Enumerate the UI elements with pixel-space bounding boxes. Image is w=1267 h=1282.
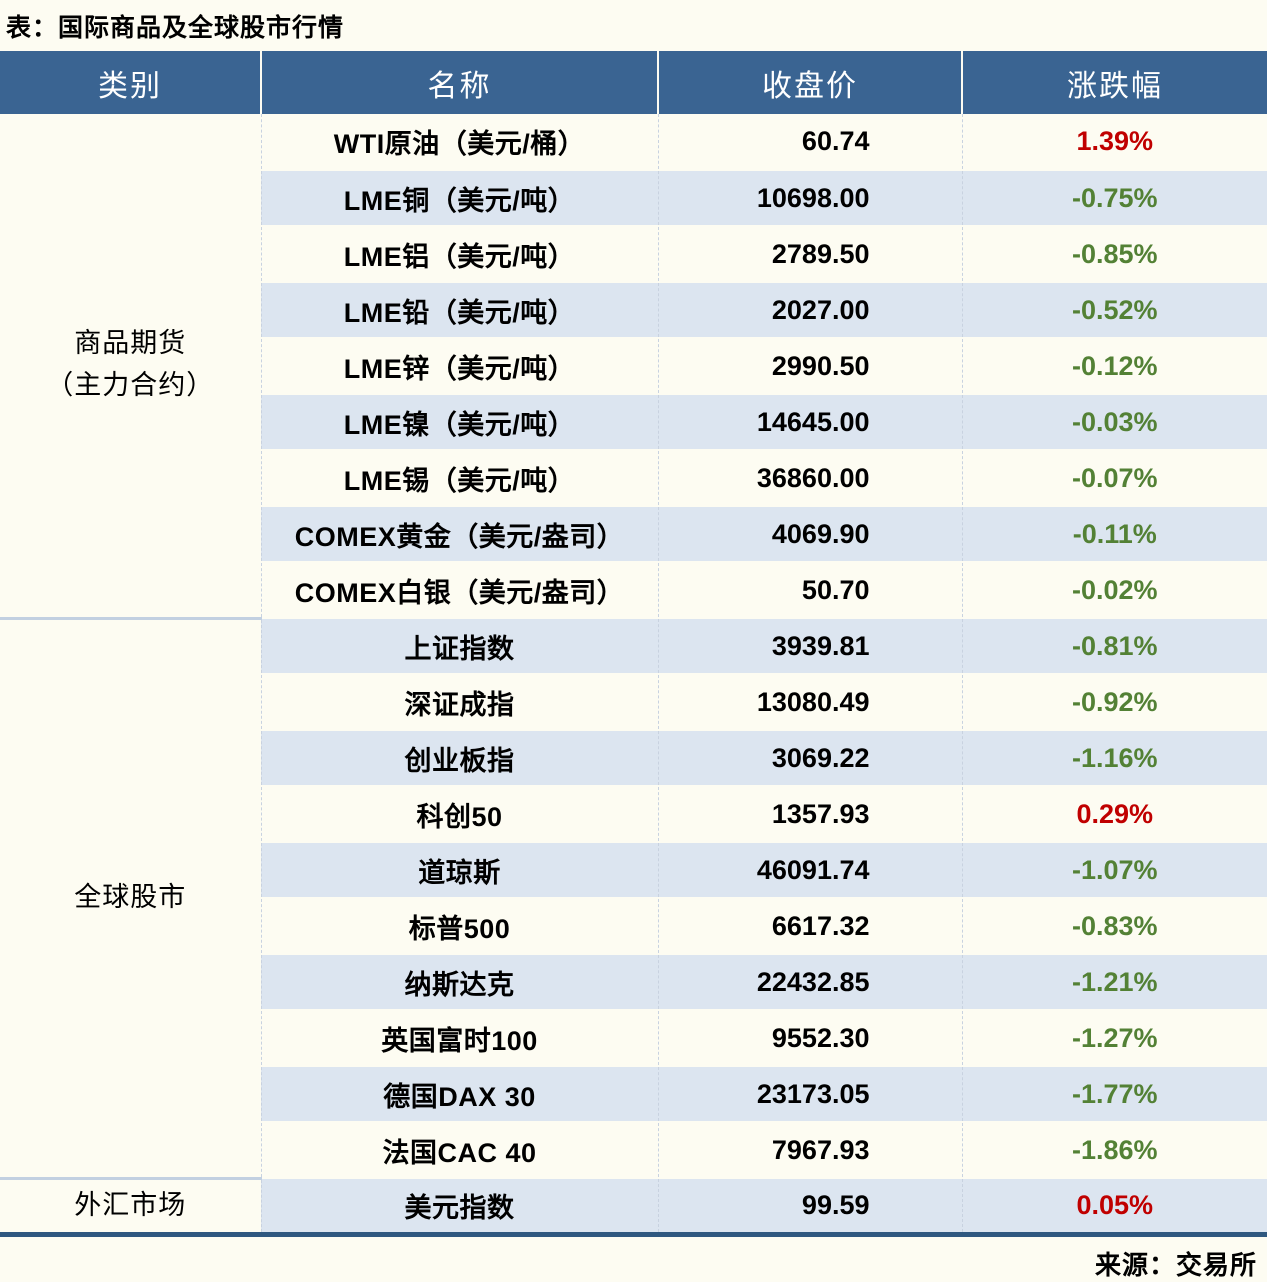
change-cell: -0.11% xyxy=(961,506,1267,563)
name-cell: 深证成指 xyxy=(260,674,658,731)
close-cell: 13080.49 xyxy=(657,674,962,731)
close-cell: 60.74 xyxy=(657,114,962,171)
table-row: 外汇市场 美元指数 99.59 0.05% xyxy=(0,1176,1267,1235)
name-cell: 道琼斯 xyxy=(260,842,658,899)
category-cell: 商品期货 （主力合约） xyxy=(0,114,261,619)
table-row: 深证成指 13080.49 -0.92% xyxy=(0,674,1267,731)
change-cell: -1.16% xyxy=(961,730,1267,787)
name-cell: 创业板指 xyxy=(260,730,658,787)
header-row: 类别 名称 收盘价 涨跌幅 xyxy=(0,51,1267,114)
table-row: 标普500 6617.32 -0.83% xyxy=(0,898,1267,955)
change-cell: -0.03% xyxy=(961,394,1267,451)
table-row: LME镍（美元/吨） 14645.00 -0.03% xyxy=(0,394,1267,451)
name-cell: LME镍（美元/吨） xyxy=(260,394,658,451)
name-cell: LME锡（美元/吨） xyxy=(260,450,658,507)
table-row: 道琼斯 46091.74 -1.07% xyxy=(0,842,1267,899)
name-cell: COMEX黄金（美元/盎司） xyxy=(260,506,658,563)
table-row: LME锌（美元/吨） 2990.50 -0.12% xyxy=(0,338,1267,395)
table-header: 类别 名称 收盘价 涨跌幅 xyxy=(0,51,1267,114)
table-row: 德国DAX 30 23173.05 -1.77% xyxy=(0,1066,1267,1123)
close-cell: 36860.00 xyxy=(657,450,962,507)
change-cell: -1.77% xyxy=(961,1066,1267,1123)
name-cell: WTI原油（美元/桶） xyxy=(260,114,658,171)
change-cell: -0.85% xyxy=(961,226,1267,283)
close-cell: 99.59 xyxy=(657,1178,962,1235)
name-cell: 标普500 xyxy=(260,898,658,955)
name-cell: LME铜（美元/吨） xyxy=(260,170,658,227)
market-table: 类别 名称 收盘价 涨跌幅 商品期货 （主力合约） WTI原油（美元/桶） 60.7… xyxy=(0,51,1267,1237)
table-row: 商品期货 （主力合约） WTI原油（美元/桶） 60.74 1.39% xyxy=(0,114,1267,619)
change-cell: -1.27% xyxy=(961,1010,1267,1067)
change-cell: -1.07% xyxy=(961,842,1267,899)
header-category: 类别 xyxy=(0,51,261,114)
table-row: LME铜（美元/吨） 10698.00 -0.75% xyxy=(0,170,1267,227)
name-cell: 美元指数 xyxy=(260,1178,658,1235)
change-cell: -1.86% xyxy=(961,1122,1267,1179)
name-cell: COMEX白银（美元/盎司） xyxy=(260,562,658,619)
name-cell: 纳斯达克 xyxy=(260,954,658,1011)
close-cell: 1357.93 xyxy=(657,786,962,843)
table-row: COMEX黄金（美元/盎司） 4069.90 -0.11% xyxy=(0,506,1267,563)
close-cell: 4069.90 xyxy=(657,506,962,563)
name-cell: LME铝（美元/吨） xyxy=(260,226,658,283)
table-body: 商品期货 （主力合约） WTI原油（美元/桶） 60.74 1.39% LME铜（美… xyxy=(0,114,1267,1235)
change-cell: -0.52% xyxy=(961,282,1267,339)
change-cell: -0.75% xyxy=(961,170,1267,227)
change-cell: -0.07% xyxy=(961,450,1267,507)
close-cell: 2990.50 xyxy=(657,338,962,395)
header-close: 收盘价 xyxy=(657,51,962,114)
close-cell: 2027.00 xyxy=(657,282,962,339)
table-row: 英国富时100 9552.30 -1.27% xyxy=(0,1010,1267,1067)
change-cell: 0.05% xyxy=(961,1178,1267,1235)
category-cell: 外汇市场 xyxy=(0,1176,261,1235)
close-cell: 9552.30 xyxy=(657,1010,962,1067)
name-cell: 法国CAC 40 xyxy=(260,1122,658,1179)
change-cell: 1.39% xyxy=(961,114,1267,171)
table-row: COMEX白银（美元/盎司） 50.70 -0.02% xyxy=(0,562,1267,619)
close-cell: 14645.00 xyxy=(657,394,962,451)
change-cell: -0.92% xyxy=(961,674,1267,731)
table-row: 法国CAC 40 7967.93 -1.86% xyxy=(0,1122,1267,1179)
name-cell: 德国DAX 30 xyxy=(260,1066,658,1123)
source-note: 来源：交易所 xyxy=(1094,1249,1257,1280)
close-cell: 2789.50 xyxy=(657,226,962,283)
change-cell: 0.29% xyxy=(961,786,1267,843)
close-cell: 6617.32 xyxy=(657,898,962,955)
table-row: LME铅（美元/吨） 2027.00 -0.52% xyxy=(0,282,1267,339)
close-cell: 3939.81 xyxy=(657,618,962,675)
close-cell: 23173.05 xyxy=(657,1066,962,1123)
change-cell: -0.83% xyxy=(961,898,1267,955)
table-row: 创业板指 3069.22 -1.16% xyxy=(0,730,1267,787)
change-cell: -0.81% xyxy=(961,618,1267,675)
name-cell: LME铅（美元/吨） xyxy=(260,282,658,339)
close-cell: 22432.85 xyxy=(657,954,962,1011)
table-row: 纳斯达克 22432.85 -1.21% xyxy=(0,954,1267,1011)
change-cell: -1.21% xyxy=(961,954,1267,1011)
table-row: LME锡（美元/吨） 36860.00 -0.07% xyxy=(0,450,1267,507)
close-cell: 3069.22 xyxy=(657,730,962,787)
table-row: 科创50 1357.93 0.29% xyxy=(0,786,1267,843)
name-cell: 科创50 xyxy=(260,786,658,843)
close-cell: 46091.74 xyxy=(657,842,962,899)
header-change: 涨跌幅 xyxy=(961,51,1267,114)
change-cell: -0.12% xyxy=(961,338,1267,395)
change-cell: -0.02% xyxy=(961,562,1267,619)
close-cell: 10698.00 xyxy=(657,170,962,227)
close-cell: 50.70 xyxy=(657,562,962,619)
name-cell: 英国富时100 xyxy=(260,1010,658,1067)
table-row: LME铝（美元/吨） 2789.50 -0.85% xyxy=(0,226,1267,283)
name-cell: 上证指数 xyxy=(260,618,658,675)
table-row: 全球股市 上证指数 3939.81 -0.81% xyxy=(0,616,1267,1179)
name-cell: LME锌（美元/吨） xyxy=(260,338,658,395)
page-title: 表：国际商品及全球股市行情 xyxy=(6,14,345,42)
header-name: 名称 xyxy=(260,51,658,114)
category-cell: 全球股市 xyxy=(0,616,261,1179)
close-cell: 7967.93 xyxy=(657,1122,962,1179)
